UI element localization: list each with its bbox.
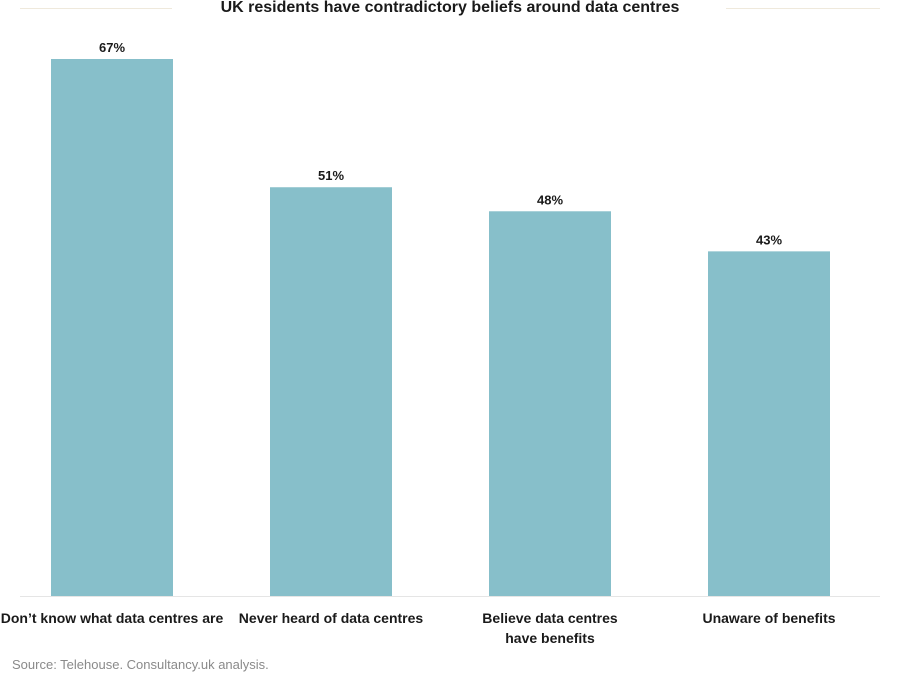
category-label-1: Don’t know what data centres are bbox=[1, 610, 224, 626]
title-rule-left bbox=[20, 8, 172, 9]
category-label-4: Unaware of benefits bbox=[702, 610, 835, 626]
chart-title: UK residents have contradictory beliefs … bbox=[220, 0, 680, 16]
bars-group bbox=[51, 59, 830, 597]
category-label-3-line-2: have benefits bbox=[505, 630, 595, 646]
value-labels-group: 67% 51% 48% 43% bbox=[99, 40, 782, 247]
source-note: Source: Telehouse. Consultancy.uk analys… bbox=[12, 657, 269, 672]
title-rule-right bbox=[726, 8, 880, 9]
bar-3 bbox=[489, 211, 611, 597]
bar-1 bbox=[51, 59, 173, 596]
value-label-3: 48% bbox=[537, 192, 563, 207]
value-label-1: 67% bbox=[99, 40, 125, 55]
category-labels-group: Don’t know what data centres are Never he… bbox=[1, 610, 836, 646]
value-label-4: 43% bbox=[756, 232, 782, 247]
bar-4 bbox=[708, 251, 830, 596]
value-label-2: 51% bbox=[318, 168, 344, 183]
category-label-3-line-1: Believe data centres bbox=[482, 610, 618, 626]
category-label-2: Never heard of data centres bbox=[239, 610, 424, 626]
bar-2 bbox=[270, 187, 392, 596]
